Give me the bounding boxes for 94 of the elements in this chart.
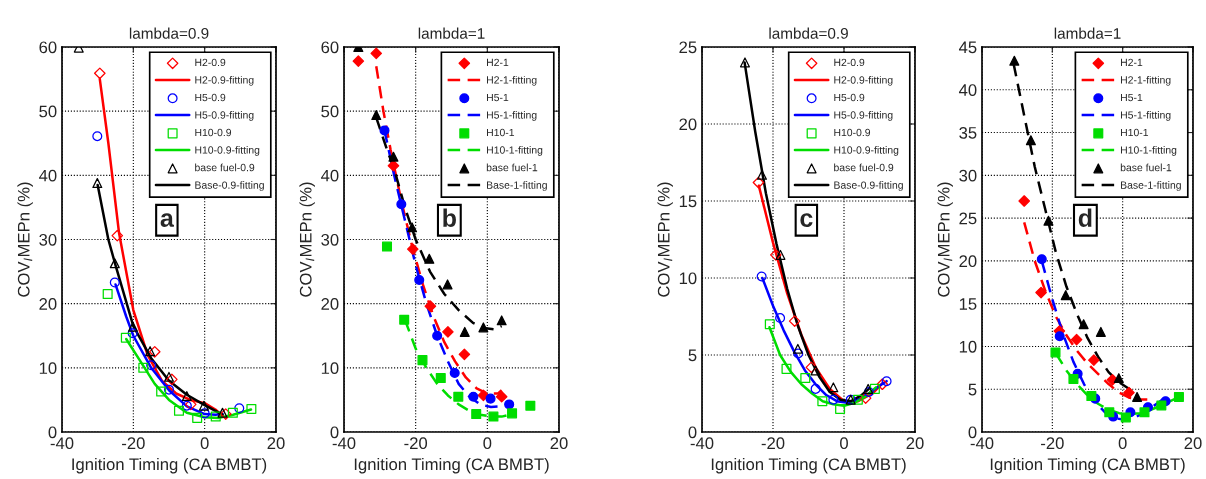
chart-title: lambda=0.9: [769, 27, 848, 39]
legend-label: Base-0.9-fitting: [195, 181, 264, 191]
legend-label: H2-0.9: [834, 58, 865, 67]
legend-label: H5-1-fitting: [487, 111, 537, 121]
y-tick-label: 25: [959, 212, 977, 225]
x-tick-label: -40: [50, 437, 74, 450]
y-axis-title: COV$_{I}$MEPn (%): [299, 182, 315, 297]
y-tick-label: 0: [688, 426, 697, 439]
y-tick-label: 50: [321, 105, 339, 118]
y-tick-label: 20: [321, 298, 339, 310]
legend-label: base fuel-1: [1120, 163, 1172, 172]
x-tick-label: 0: [483, 437, 492, 450]
legend-label: H2-0.9-fitting: [195, 75, 254, 86]
legend-label: H10-1-fitting: [1121, 146, 1177, 156]
legend-label: H5-0.9-fitting: [834, 111, 893, 121]
legend-label: H10-1: [1121, 128, 1149, 137]
y-tick-label: 0: [48, 426, 57, 439]
legend-label: H10-0.9: [834, 128, 871, 137]
legend-label: H10-1-fitting: [487, 146, 543, 156]
y-tick-label: 30: [321, 233, 339, 246]
legend-label: H10-0.9-fitting: [834, 146, 899, 156]
x-tick-label: 20: [267, 437, 285, 450]
x-tick-label: -40: [690, 437, 714, 450]
x-tick-label: 20: [1184, 437, 1202, 450]
legend-label: H5-1: [487, 93, 509, 102]
y-tick-label: 0: [968, 426, 977, 439]
x-tick-label: -20: [1041, 437, 1064, 450]
legend-label: H5-0.9-fitting: [195, 111, 254, 121]
legend-label: H2-0.9: [195, 58, 226, 67]
x-tick-label: 0: [840, 437, 848, 450]
annotation: c: [800, 213, 813, 227]
y-tick-label: 40: [320, 169, 339, 182]
legend-label: H10-1: [487, 128, 515, 137]
y-tick-label: 60: [321, 41, 339, 54]
x-tick-label: -40: [970, 437, 994, 450]
legend-label: Base-0.9-fitting: [834, 181, 903, 191]
chart-title: lambda=1: [418, 27, 485, 39]
y-tick-label: 30: [959, 169, 977, 182]
legend-label: H2-1-fitting: [1121, 75, 1171, 86]
annotation: b: [443, 208, 456, 227]
x-tick-label: 0: [200, 437, 209, 450]
y-tick-label: 10: [959, 340, 977, 353]
chart-title: lambda=1: [1054, 27, 1121, 39]
y-tick-label: 20: [679, 118, 697, 131]
y-tick-label: 10: [679, 272, 697, 285]
y-tick-label: 5: [968, 383, 977, 396]
legend-label: H2-1: [487, 58, 509, 67]
y-tick-label: 15: [679, 195, 697, 208]
legend-label: base fuel-1: [486, 163, 538, 172]
legend-label: base fuel-0.9: [834, 163, 894, 172]
x-tick-label: 20: [550, 437, 568, 450]
y-tick-label: 50: [39, 105, 57, 118]
legend-label: Base-1-fitting: [487, 181, 547, 191]
legend-label: H10-0.9-fitting: [195, 146, 260, 156]
legend-label: H10-0.9: [195, 128, 232, 137]
y-tick-label: 10: [321, 362, 339, 375]
y-tick-label: 40: [958, 84, 977, 96]
legend-label: H2-1: [1121, 58, 1143, 67]
legend-label: H5-0.9: [195, 93, 226, 102]
legend-label: H2-1-fitting: [487, 75, 537, 86]
legend-label: base fuel-0.9: [195, 163, 255, 172]
x-tick-label: -20: [122, 437, 145, 450]
x-axis-title: Ignition Timing (CA BMBT): [711, 457, 906, 474]
y-tick-label: 10: [39, 362, 57, 375]
annotation: a: [160, 213, 174, 227]
x-tick-label: -20: [404, 437, 428, 450]
x-tick-label: 0: [1118, 437, 1127, 450]
y-axis-title: COV$_{I}$MEPn (%): [17, 182, 33, 297]
y-tick-label: 20: [39, 298, 57, 310]
y-tick-label: 35: [959, 126, 977, 139]
y-tick-label: 60: [39, 41, 57, 54]
y-tick-label: 40: [38, 169, 57, 182]
x-tick-label: -40: [332, 437, 356, 450]
x-tick-label: 20: [906, 437, 924, 450]
y-axis-title: COV$_{I}$MEPn (%): [937, 182, 953, 297]
x-tick-label: -20: [761, 437, 785, 450]
y-tick-label: 30: [39, 233, 57, 246]
y-axis-title: COV$_{I}$MEPn (%): [657, 182, 673, 297]
legend-label: H2-0.9-fitting: [834, 75, 893, 86]
y-tick-label: 45: [958, 41, 977, 54]
annotation: d: [1078, 208, 1092, 227]
y-tick-label: 20: [959, 255, 977, 268]
legend-label: H5-1: [1121, 93, 1143, 102]
x-axis-title: Ignition Timing (CA BMBT): [354, 457, 549, 474]
legend-label: H5-0.9: [834, 93, 865, 102]
x-axis-title: Ignition Timing (CA BMBT): [72, 457, 267, 474]
x-axis-title: Ignition Timing (CA BMBT): [990, 457, 1185, 474]
y-tick-label: 0: [330, 426, 339, 439]
y-tick-label: 5: [688, 349, 697, 362]
legend-label: Base-1-fitting: [1121, 181, 1181, 191]
y-tick-label: 15: [959, 298, 977, 310]
legend-label: H5-1-fitting: [1121, 111, 1171, 121]
chart-title: lambda=0.9: [129, 27, 209, 39]
y-tick-label: 25: [679, 41, 697, 54]
